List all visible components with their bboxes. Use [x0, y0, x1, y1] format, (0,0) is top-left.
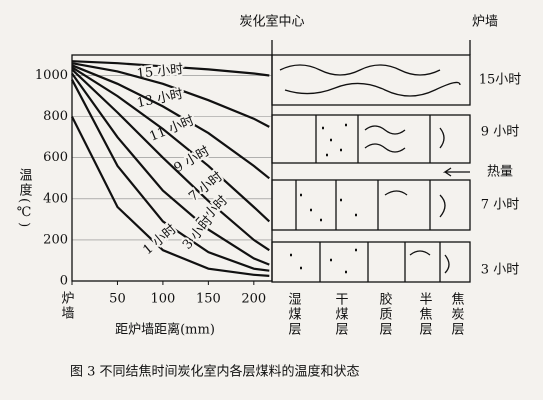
panel — [271, 179, 471, 231]
x-tick-label: 150 — [196, 292, 221, 307]
y-axis-label: 温度(℃) — [17, 168, 33, 229]
row-label: 15小时 — [479, 73, 522, 88]
panel — [271, 54, 471, 106]
texture — [279, 64, 461, 97]
curve — [71, 60, 270, 77]
column-label: 胶质层 — [377, 291, 393, 337]
y-tick-label: 800 — [43, 109, 68, 124]
curve-label: 15 小时 — [136, 62, 184, 82]
y-tick-label: 1000 — [35, 68, 68, 83]
column-label: 半焦层 — [417, 292, 433, 337]
diagram — [271, 40, 471, 283]
row-label: 7 小时 — [481, 198, 519, 213]
curve — [71, 72, 270, 266]
heat-arrow — [442, 167, 470, 177]
y-tick-label: 400 — [43, 191, 68, 206]
heat-label: 热量 — [487, 165, 513, 180]
curve — [71, 62, 270, 128]
x-tick-label: 炉墙 — [59, 291, 75, 321]
curve-label: 13 小时 — [136, 87, 185, 111]
caption: 图 3 不同结焦时间炭化室内各层煤料的温度和状态 — [70, 364, 360, 380]
texture — [315, 115, 445, 163]
curve — [71, 68, 270, 252]
y-tick-label: 200 — [43, 232, 68, 247]
y-tick-label: 0 — [60, 274, 68, 289]
panel — [271, 114, 471, 164]
y-tick-label: 600 — [43, 150, 68, 165]
plot-frame — [71, 54, 273, 282]
x-axis-label: 距炉墙距离(mm) — [115, 322, 215, 338]
texture — [319, 242, 450, 282]
curve — [71, 79, 270, 272]
wall-label: 炉墙 — [472, 15, 498, 30]
curve — [71, 66, 271, 223]
center-label: 炭化室中心 — [239, 14, 304, 30]
texture — [295, 180, 446, 230]
x-tick-label: 200 — [241, 292, 266, 307]
column-label: 干煤层 — [333, 292, 349, 337]
row-label: 3 小时 — [481, 263, 519, 278]
x-tick-label: 50 — [109, 292, 126, 307]
curve-label: 11 小时 — [148, 113, 197, 144]
row-label: 9 小时 — [481, 125, 519, 140]
column-label: 焦炭层 — [449, 292, 465, 337]
curve — [71, 116, 270, 277]
column-label: 湿煤层 — [286, 292, 302, 337]
x-tick-label: 100 — [150, 292, 175, 307]
dots — [290, 123, 357, 274]
curve — [71, 64, 270, 180]
